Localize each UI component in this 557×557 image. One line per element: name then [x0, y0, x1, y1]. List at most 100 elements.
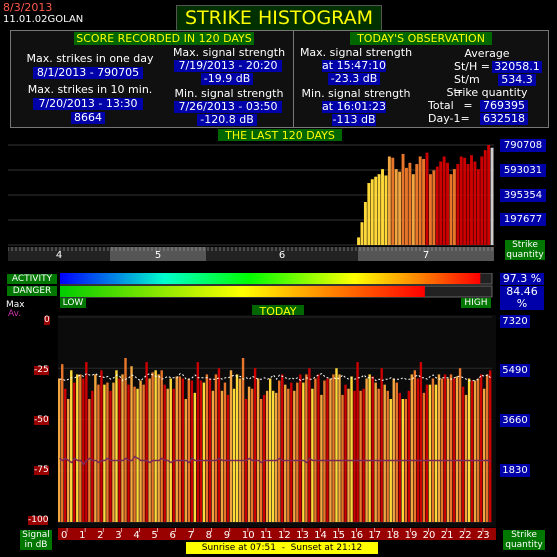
- day-bar: [446, 162, 450, 245]
- signal-bar: [169, 378, 172, 522]
- signal-bar: [452, 378, 456, 522]
- day-bar: [439, 161, 443, 245]
- signal-bar: [311, 388, 314, 522]
- sth-label: St/H =: [454, 60, 490, 73]
- today-chart-heading: TODAY: [252, 305, 304, 318]
- danger-label: DANGER: [7, 286, 57, 296]
- signal-bar: [383, 384, 386, 522]
- signal-bar: [160, 370, 163, 522]
- signal-bar: [464, 394, 468, 522]
- day-bar: [442, 156, 446, 245]
- signal-bar: [278, 380, 281, 522]
- signal-bar: [127, 384, 130, 522]
- signal-bar: [64, 388, 67, 522]
- max-10min-date: 7/20/2013 - 13:30: [33, 98, 143, 110]
- day-bar: [466, 164, 470, 245]
- min-signal-value: -120.8 dB: [197, 114, 257, 126]
- day-bar: [456, 164, 460, 245]
- signal-bar: [88, 399, 91, 522]
- hour-label: 16: [350, 530, 363, 540]
- signal-bar: [163, 384, 166, 522]
- hour-label: 20: [423, 530, 436, 540]
- signal-bar: [368, 374, 371, 522]
- signal-bar: [353, 390, 356, 522]
- signal-bar: [136, 388, 139, 522]
- sunrise-sunset: Sunrise at 07:51 - Sunset at 21:12: [186, 542, 378, 554]
- month-label: 7: [423, 250, 429, 261]
- day-bar: [476, 169, 480, 245]
- day-bar: [377, 174, 381, 245]
- right-tick: 3660: [500, 414, 530, 427]
- day-bar: [374, 176, 378, 245]
- signal-bar: [437, 374, 441, 522]
- signal-bar: [268, 378, 272, 522]
- signal-bar: [362, 388, 365, 522]
- signal-bar: [166, 388, 169, 522]
- signal-bar: [235, 374, 239, 522]
- signal-bar: [259, 399, 263, 522]
- signal-bar: [350, 376, 353, 522]
- signal-bar: [308, 368, 311, 522]
- signal-bar: [395, 382, 398, 522]
- av-legend: Av.: [8, 309, 22, 319]
- day1-value: 632518: [480, 113, 528, 125]
- signal-bar: [109, 390, 112, 522]
- day-bar: [363, 202, 367, 245]
- signal-bar: [314, 378, 317, 522]
- signal-bar: [220, 390, 224, 522]
- signal-bar: [118, 378, 121, 522]
- hour-label: 3: [115, 530, 121, 540]
- hour-label: 19: [405, 530, 418, 540]
- average-label: Average: [464, 47, 510, 60]
- signal-bar: [229, 370, 233, 522]
- day-bar: [401, 153, 405, 245]
- day-bar: [463, 157, 467, 245]
- signal-bar: [485, 374, 489, 522]
- day-bar: [370, 179, 374, 245]
- signal-bar: [241, 358, 245, 522]
- day-bar: [487, 145, 491, 245]
- hour-label: 13: [296, 530, 309, 540]
- danger-fill: [60, 286, 425, 297]
- last120-axis-value: 593031: [500, 164, 546, 177]
- signal-bar: [290, 382, 293, 522]
- signal-bar: [413, 370, 417, 522]
- signal-bar: [121, 374, 124, 522]
- hour-label: 11: [260, 530, 273, 540]
- hour-label: 15: [332, 530, 345, 540]
- day-bar: [408, 162, 412, 245]
- signal-bar: [284, 384, 287, 522]
- day-bar: [432, 170, 436, 245]
- signal-bar: [377, 388, 380, 522]
- signal-bar: [443, 374, 447, 522]
- signal-bar: [320, 394, 323, 522]
- today-chart: [58, 315, 496, 527]
- month-label: 5: [155, 250, 161, 261]
- day-bar: [398, 171, 402, 245]
- signal-bar: [190, 380, 194, 522]
- left-tick: 0: [44, 315, 50, 325]
- signal-bar: [479, 374, 483, 522]
- signal-db-label: Signal in dB: [20, 530, 52, 550]
- day-bar: [425, 152, 429, 245]
- day-bar: [391, 157, 395, 245]
- day-bar: [367, 183, 371, 245]
- signal-bar: [94, 374, 97, 522]
- activity-label: ACTIVITY: [7, 274, 57, 284]
- day-bar: [357, 237, 361, 245]
- signal-bar: [79, 374, 82, 522]
- signal-bar: [232, 388, 236, 522]
- signal-bar: [458, 368, 462, 522]
- signal-bar: [380, 368, 383, 522]
- signal-bar: [91, 390, 94, 522]
- signal-bar: [341, 394, 344, 522]
- max-day-date: 8/1/2013 - 790705: [33, 67, 143, 79]
- signal-bar: [139, 380, 142, 522]
- day-bar: [473, 161, 477, 245]
- quantity-label: Strike quantity: [446, 86, 528, 99]
- signal-bar: [425, 384, 429, 522]
- day-bar: [387, 156, 391, 245]
- hour-label: 18: [387, 530, 400, 540]
- signal-bar: [281, 374, 284, 522]
